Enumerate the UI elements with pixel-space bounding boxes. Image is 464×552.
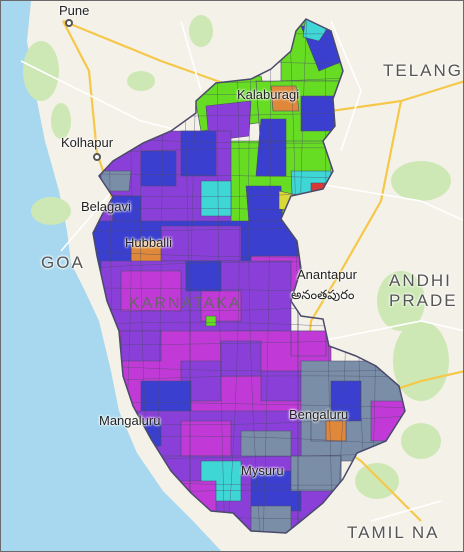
district-region — [258, 118, 287, 142]
forest-patch — [51, 103, 71, 139]
forest-patch — [355, 463, 399, 499]
label-kolhapur: Kolhapur — [61, 135, 114, 150]
road — [320, 320, 463, 342]
forest-patch — [391, 161, 451, 201]
label-mysuru: Mysuru — [241, 463, 284, 478]
kolhapur-marker — [93, 153, 101, 161]
road — [370, 500, 442, 522]
label-kalaburagi: Kalaburagi — [237, 87, 300, 102]
label-mangaluru: Mangaluru — [99, 413, 161, 428]
label-bengaluru: Bengaluru — [289, 407, 349, 422]
district-region — [185, 260, 222, 292]
district-region — [200, 180, 232, 217]
forest-patch — [127, 71, 155, 91]
label-tamil-nadu: TAMIL NA — [347, 523, 440, 542]
label-goa: GOA — [41, 253, 85, 272]
forest-patch — [393, 321, 449, 401]
label-telangana: TELANG — [383, 61, 464, 80]
forest-patch — [377, 271, 425, 331]
label-pune: Pune — [59, 3, 90, 18]
district-region — [205, 315, 217, 327]
karnataka-outline — [92, 18, 406, 534]
district-boundary — [226, 19, 240, 533]
district-region — [120, 330, 162, 362]
road — [300, 180, 463, 221]
district-region — [325, 420, 347, 442]
forest-patch — [189, 15, 213, 47]
district-region — [270, 85, 300, 112]
district-region — [250, 505, 292, 533]
district-region — [290, 330, 327, 357]
label-belagavi: Belagavi — [81, 199, 131, 214]
district-boundary — [248, 19, 262, 533]
district-region — [180, 420, 232, 457]
label-andhra-1: ANDHI — [389, 271, 452, 290]
road — [180, 20, 202, 92]
district-boundary — [216, 19, 226, 533]
label-hubballi: Hubballi — [125, 235, 172, 250]
arabian-sea — [1, 1, 222, 551]
road — [330, 20, 362, 152]
label-karnataka: KARNATAKA — [129, 295, 242, 312]
forest-patch — [31, 197, 71, 225]
pune-marker — [65, 19, 73, 27]
label-anantapur: Anantapur — [297, 267, 357, 282]
forest-patch — [401, 423, 441, 459]
district-region — [250, 470, 302, 512]
district-boundary — [262, 19, 272, 533]
highway — [400, 80, 463, 103]
district-region — [245, 185, 284, 227]
district-region — [140, 150, 177, 187]
label-andhra-2: PRADE — [389, 291, 458, 310]
label-anantapur-telugu: అనంతపురం — [291, 287, 355, 302]
district-region — [255, 140, 287, 177]
